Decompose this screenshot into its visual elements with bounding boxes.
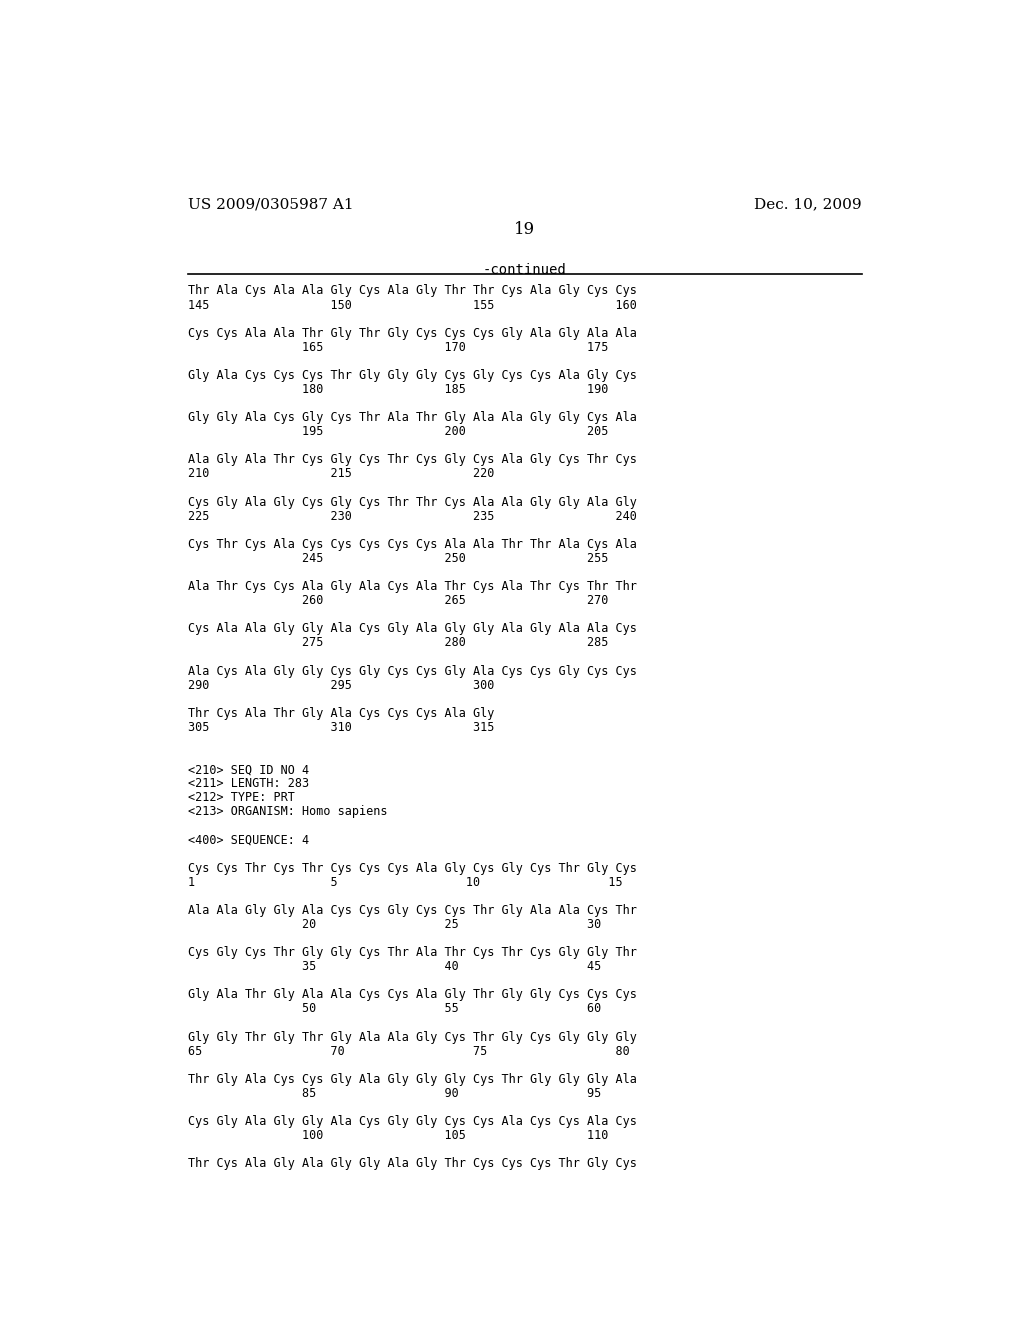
- Text: 290                 295                 300: 290 295 300: [187, 678, 494, 692]
- Text: 100                 105                 110: 100 105 110: [187, 1129, 608, 1142]
- Text: Ala Ala Gly Gly Ala Cys Cys Gly Cys Cys Thr Gly Ala Ala Cys Thr: Ala Ala Gly Gly Ala Cys Cys Gly Cys Cys …: [187, 904, 636, 917]
- Text: 305                 310                 315: 305 310 315: [187, 721, 494, 734]
- Text: Ala Cys Ala Gly Gly Cys Gly Cys Cys Gly Ala Cys Cys Gly Cys Cys: Ala Cys Ala Gly Gly Cys Gly Cys Cys Gly …: [187, 664, 636, 677]
- Text: 210                 215                 220: 210 215 220: [187, 467, 494, 480]
- Text: Ala Gly Ala Thr Cys Gly Cys Thr Cys Gly Cys Ala Gly Cys Thr Cys: Ala Gly Ala Thr Cys Gly Cys Thr Cys Gly …: [187, 453, 636, 466]
- Text: 35                  40                  45: 35 40 45: [187, 960, 601, 973]
- Text: 85                  90                  95: 85 90 95: [187, 1086, 601, 1100]
- Text: Thr Gly Ala Cys Cys Gly Ala Gly Gly Gly Cys Thr Gly Gly Gly Ala: Thr Gly Ala Cys Cys Gly Ala Gly Gly Gly …: [187, 1073, 636, 1086]
- Text: <400> SEQUENCE: 4: <400> SEQUENCE: 4: [187, 833, 308, 846]
- Text: Cys Ala Ala Gly Gly Ala Cys Gly Ala Gly Gly Ala Gly Ala Ala Cys: Cys Ala Ala Gly Gly Ala Cys Gly Ala Gly …: [187, 622, 636, 635]
- Text: Gly Gly Ala Cys Gly Cys Thr Ala Thr Gly Ala Ala Gly Gly Cys Ala: Gly Gly Ala Cys Gly Cys Thr Ala Thr Gly …: [187, 411, 636, 424]
- Text: Cys Gly Ala Gly Gly Ala Cys Gly Gly Cys Cys Ala Cys Cys Ala Cys: Cys Gly Ala Gly Gly Ala Cys Gly Gly Cys …: [187, 1115, 636, 1129]
- Text: Thr Ala Cys Ala Ala Gly Cys Ala Gly Thr Thr Cys Ala Gly Cys Cys: Thr Ala Cys Ala Ala Gly Cys Ala Gly Thr …: [187, 284, 636, 297]
- Text: Gly Ala Cys Cys Cys Thr Gly Gly Gly Cys Gly Cys Cys Ala Gly Cys: Gly Ala Cys Cys Cys Thr Gly Gly Gly Cys …: [187, 368, 636, 381]
- Text: Ala Thr Cys Cys Ala Gly Ala Cys Ala Thr Cys Ala Thr Cys Thr Thr: Ala Thr Cys Cys Ala Gly Ala Cys Ala Thr …: [187, 579, 636, 593]
- Text: 65                  70                  75                  80: 65 70 75 80: [187, 1044, 630, 1057]
- Text: Cys Cys Ala Ala Thr Gly Thr Gly Cys Cys Cys Gly Ala Gly Ala Ala: Cys Cys Ala Ala Thr Gly Thr Gly Cys Cys …: [187, 326, 636, 339]
- Text: 225                 230                 235                 240: 225 230 235 240: [187, 510, 636, 523]
- Text: <210> SEQ ID NO 4: <210> SEQ ID NO 4: [187, 763, 308, 776]
- Text: <211> LENGTH: 283: <211> LENGTH: 283: [187, 777, 308, 791]
- Text: 1                   5                  10                  15: 1 5 10 15: [187, 875, 623, 888]
- Text: 50                  55                  60: 50 55 60: [187, 1002, 601, 1015]
- Text: 260                 265                 270: 260 265 270: [187, 594, 608, 607]
- Text: 180                 185                 190: 180 185 190: [187, 383, 608, 396]
- Text: Cys Cys Thr Cys Thr Cys Cys Cys Ala Gly Cys Gly Cys Thr Gly Cys: Cys Cys Thr Cys Thr Cys Cys Cys Ala Gly …: [187, 862, 636, 875]
- Text: US 2009/0305987 A1: US 2009/0305987 A1: [187, 197, 353, 211]
- Text: 20                  25                  30: 20 25 30: [187, 917, 601, 931]
- Text: 245                 250                 255: 245 250 255: [187, 552, 608, 565]
- Text: Cys Gly Cys Thr Gly Gly Cys Thr Ala Thr Cys Thr Cys Gly Gly Thr: Cys Gly Cys Thr Gly Gly Cys Thr Ala Thr …: [187, 946, 636, 960]
- Text: Cys Thr Cys Ala Cys Cys Cys Cys Cys Ala Ala Thr Thr Ala Cys Ala: Cys Thr Cys Ala Cys Cys Cys Cys Cys Ala …: [187, 537, 636, 550]
- Text: 145                 150                 155                 160: 145 150 155 160: [187, 298, 636, 312]
- Text: 275                 280                 285: 275 280 285: [187, 636, 608, 649]
- Text: Dec. 10, 2009: Dec. 10, 2009: [755, 197, 862, 211]
- Text: 165                 170                 175: 165 170 175: [187, 341, 608, 354]
- Text: Cys Gly Ala Gly Cys Gly Cys Thr Thr Cys Ala Ala Gly Gly Ala Gly: Cys Gly Ala Gly Cys Gly Cys Thr Thr Cys …: [187, 495, 636, 508]
- Text: -continued: -continued: [483, 263, 566, 277]
- Text: Thr Cys Ala Gly Ala Gly Gly Ala Gly Thr Cys Cys Cys Thr Gly Cys: Thr Cys Ala Gly Ala Gly Gly Ala Gly Thr …: [187, 1158, 636, 1171]
- Text: <213> ORGANISM: Homo sapiens: <213> ORGANISM: Homo sapiens: [187, 805, 387, 818]
- Text: 195                 200                 205: 195 200 205: [187, 425, 608, 438]
- Text: Gly Gly Thr Gly Thr Gly Ala Ala Gly Cys Thr Gly Cys Gly Gly Gly: Gly Gly Thr Gly Thr Gly Ala Ala Gly Cys …: [187, 1031, 636, 1044]
- Text: Thr Cys Ala Thr Gly Ala Cys Cys Cys Ala Gly: Thr Cys Ala Thr Gly Ala Cys Cys Cys Ala …: [187, 706, 494, 719]
- Text: 19: 19: [514, 222, 536, 239]
- Text: <212> TYPE: PRT: <212> TYPE: PRT: [187, 791, 294, 804]
- Text: Gly Ala Thr Gly Ala Ala Cys Cys Ala Gly Thr Gly Gly Cys Cys Cys: Gly Ala Thr Gly Ala Ala Cys Cys Ala Gly …: [187, 989, 636, 1002]
